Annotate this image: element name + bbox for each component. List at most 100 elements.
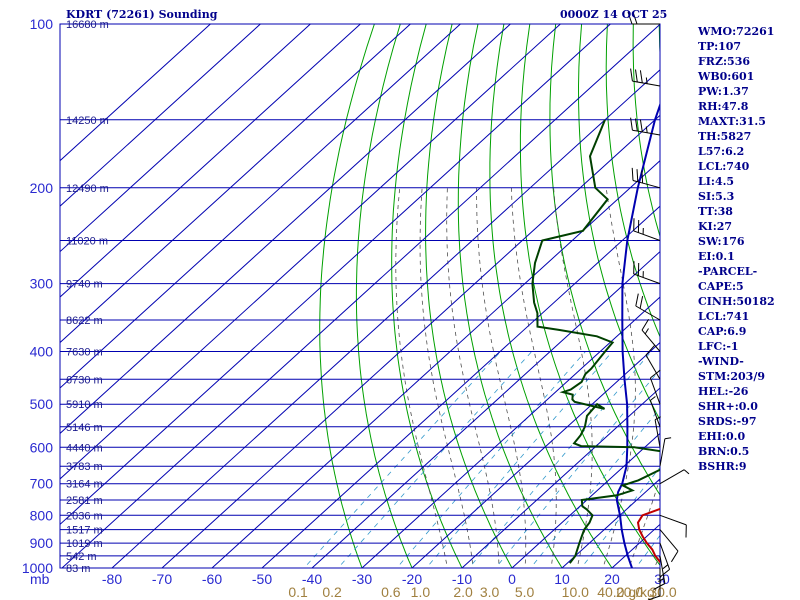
pressure-tick-label: 400: [30, 344, 54, 360]
stat-item: HEL:-26: [698, 385, 749, 398]
height-label: 12490 m: [66, 183, 109, 195]
pressure-tick-label: 1000: [22, 560, 53, 576]
mixing-ratio-tick-label: 1.0: [411, 584, 431, 600]
isotherm: [411, 341, 660, 568]
mixing-ratio-line: [468, 351, 652, 568]
mixing-ratio-line: [635, 534, 660, 568]
wind-barbs: [627, 11, 690, 600]
stat-item: TP:107: [698, 40, 742, 53]
isotherm: [361, 296, 660, 568]
isotherms: [60, 24, 660, 568]
isotherm: [311, 250, 660, 568]
temperature-tick-label: -40: [302, 571, 322, 587]
mixing-ratio-tick-label: 0.1: [288, 584, 308, 600]
stat-item: LCL:740: [698, 160, 750, 173]
mixing-ratio-line: [396, 351, 586, 568]
pressure-tick-label: 600: [30, 439, 54, 455]
moist-adiabats: [395, 187, 660, 568]
sounding-indices: WMO:72261 TP:107 FRZ:536 WB0:601 PW:1.37 RH:4…: [698, 24, 775, 474]
dry-adiabat: [457, 24, 563, 568]
height-label: 542 m: [66, 551, 97, 563]
wind-barb: [659, 514, 687, 538]
isotherm: [60, 24, 361, 298]
isotherm: [511, 432, 660, 568]
wind-barb: [645, 345, 661, 380]
parcel-line: [615, 102, 660, 568]
wind-barb: [630, 68, 661, 87]
pressure-tick-label: 200: [30, 180, 54, 196]
stat-item: BRN:0.5: [698, 445, 750, 458]
moist-adiabat: [419, 187, 474, 568]
mixing-ratio-line: [580, 466, 660, 568]
isotherm: [60, 24, 611, 526]
mixing-ratio-tick-label: 10.0: [562, 584, 589, 600]
isotherm: [60, 24, 511, 435]
stat-item: LCL:741: [698, 310, 750, 323]
wind-barb: [630, 117, 661, 136]
stat-item: -WIND-: [698, 355, 744, 368]
stat-item: FRZ:536: [698, 55, 751, 68]
wind-barb: [659, 437, 672, 467]
dry-adiabat: [489, 24, 613, 568]
wind-barb: [647, 568, 661, 600]
wind-barb: [635, 293, 661, 321]
isobars: [59, 23, 661, 569]
moist-adiabat: [628, 476, 660, 568]
stat-item: EHI:0.0: [698, 430, 746, 443]
isotherm: [60, 24, 211, 162]
height-label: 1517 m: [66, 525, 103, 537]
temperature-tick-label: -20: [402, 571, 422, 587]
isotherm: [60, 24, 561, 480]
pressure-tick-label: 700: [30, 476, 54, 492]
sounding-time: 0000Z 14 OCT 25: [560, 8, 668, 21]
wind-barb: [633, 218, 661, 241]
mixing-ratio-lines: [303, 351, 660, 568]
wind-barb: [654, 416, 661, 448]
mixing-ratio-tick-label: 40.0 g/kg: [597, 584, 655, 600]
moist-adiabat: [476, 187, 527, 568]
height-label: 3783 m: [66, 461, 103, 473]
height-label: 3164 m: [66, 479, 103, 491]
dewpoint-line: [531, 119, 660, 564]
parcel-trace: [615, 102, 660, 568]
temperature-tick-label: 10: [554, 571, 570, 587]
height-label: 14250 m: [66, 115, 109, 127]
height-label: 4440 m: [66, 442, 103, 454]
stat-item: SW:176: [698, 235, 745, 248]
temperature-tick-label: -70: [152, 571, 172, 587]
moist-adiabat: [511, 187, 557, 568]
temperature-tick-labels: -80 -70 -60 -50 -40 -30 -20 -10 0 10 20 30: [102, 571, 670, 587]
temperature-tick-label: -80: [102, 571, 122, 587]
pressure-tick-labels: 100 200 300 400 500 600 700 800 900 1000: [22, 16, 53, 576]
stat-item: RH:47.8: [698, 100, 749, 113]
height-label: 1019 m: [66, 538, 103, 550]
stat-item: WB0:601: [698, 70, 755, 83]
stat-item: -PARCEL-: [698, 265, 758, 278]
temperature-tick-label: -30: [352, 571, 372, 587]
mixing-ratio-tick-label: 20.0: [616, 584, 643, 600]
isotherm: [60, 24, 461, 389]
stat-item: STM:203/9: [698, 370, 765, 383]
stat-item: TH:5827: [698, 130, 752, 143]
isotherm: [61, 24, 660, 568]
wind-barb: [659, 529, 679, 563]
pressure-tick-label: 900: [30, 535, 54, 551]
stat-item: WMO:72261: [698, 25, 775, 38]
mixing-ratio-tick-label: 3.0: [480, 584, 500, 600]
mixing-ratio-line: [530, 407, 660, 568]
height-label: 7630 m: [66, 347, 103, 359]
pressure-tick-label: 800: [30, 507, 54, 523]
height-label: 6730 m: [66, 374, 103, 386]
stat-item: PW:1.37: [698, 85, 749, 98]
mixing-ratio-tick-label: 5.0: [515, 584, 535, 600]
height-label: 5146 m: [66, 422, 103, 434]
pressure-tick-label: 100: [30, 16, 54, 32]
temperature-tick-label: 0: [508, 571, 516, 587]
moist-adiabat: [446, 187, 500, 568]
stat-item: CAP:6.9: [698, 325, 747, 338]
temperature-tick-label: 20: [604, 571, 620, 587]
dry-adiabat: [519, 24, 660, 567]
wind-barb: [653, 555, 666, 590]
mixing-ratio-tick-label: 0.2: [322, 584, 342, 600]
stat-item: CAPE:5: [698, 280, 744, 293]
